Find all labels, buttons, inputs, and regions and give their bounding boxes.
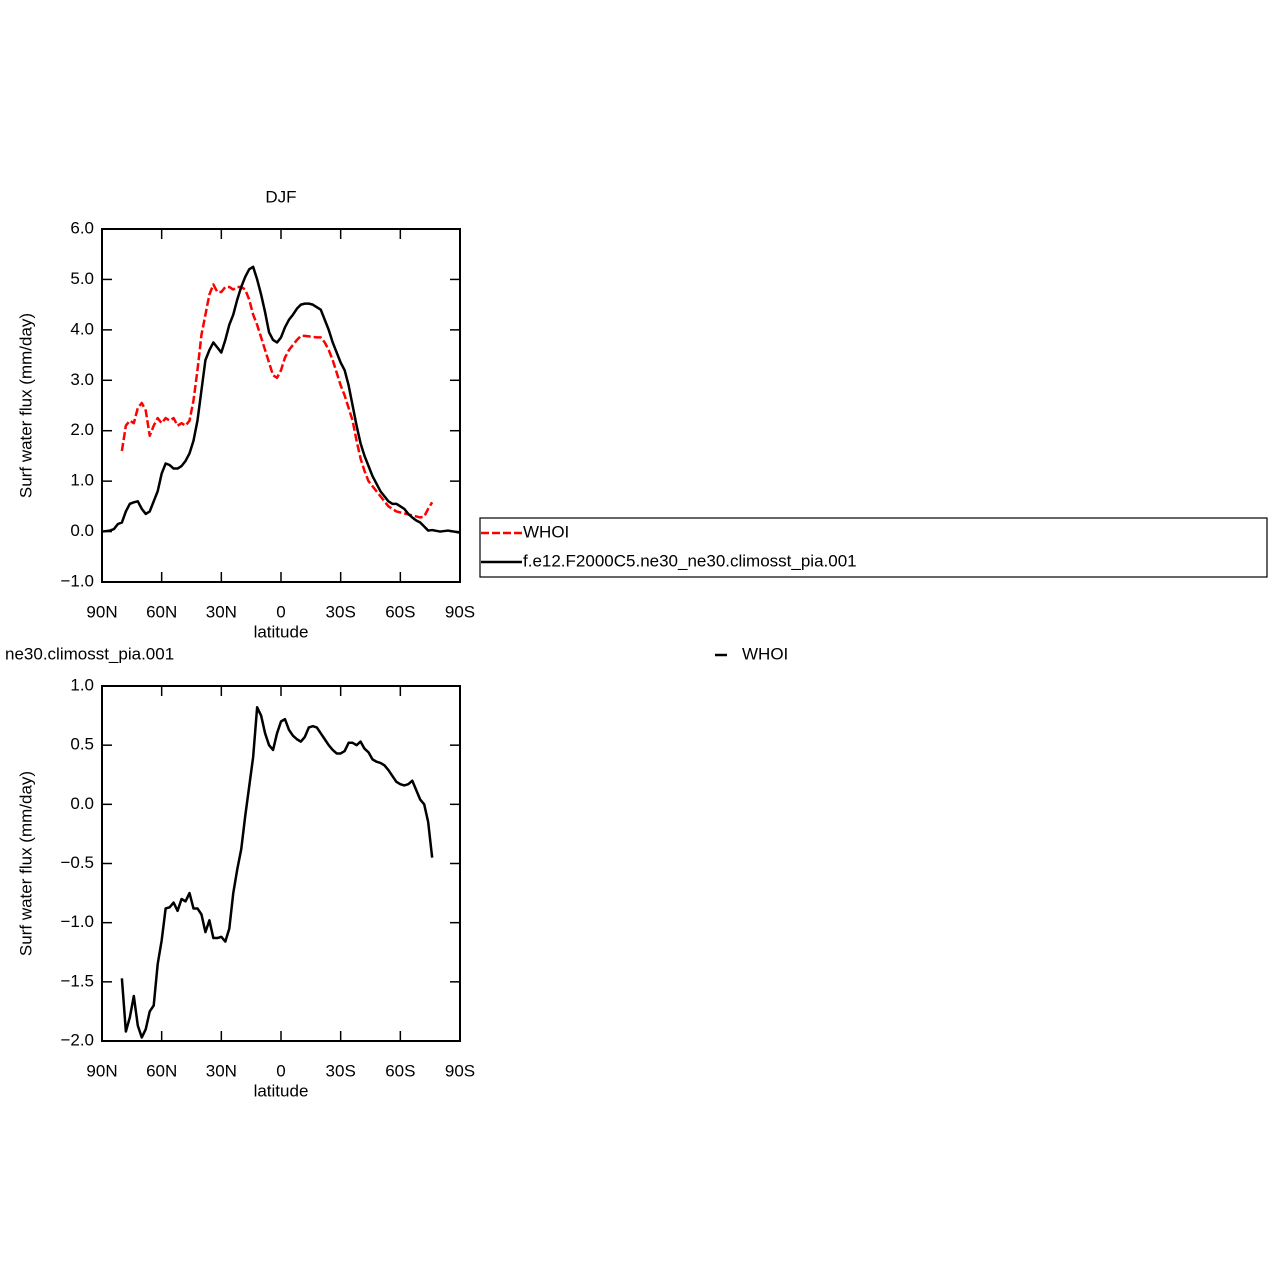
x-tick-label: 60N (146, 1061, 177, 1080)
y-tick-label: 2.0 (70, 420, 94, 439)
x-tick-label: 0 (276, 602, 285, 621)
x-tick-label: 60N (146, 602, 177, 621)
y-tick-label: −1.0 (60, 912, 94, 931)
x-tick-label: 90N (86, 1061, 117, 1080)
legend-label: f.e12.F2000C5.ne30_ne30.climosst_pia.001 (523, 551, 857, 570)
x-tick-label: 90S (445, 602, 475, 621)
y-tick-label: −2.0 (60, 1030, 94, 1049)
data-line (101, 265, 461, 534)
data-line (120, 706, 434, 1039)
y-axis-label: Surf water flux (mm/day) (16, 313, 35, 498)
y-axis-label: Surf water flux (mm/day) (16, 771, 35, 956)
x-tick-label: 90S (445, 1061, 475, 1080)
x-tick-label: 30N (206, 602, 237, 621)
y-tick-label: 5.0 (70, 269, 94, 288)
legend-label: WHOI (742, 644, 788, 663)
chart-title: ne30.climosst_pia.001 (5, 644, 174, 663)
x-tick-label: 30S (326, 602, 356, 621)
y-tick-label: 4.0 (70, 319, 94, 338)
x-tick-label: 0 (276, 1061, 285, 1080)
y-tick-label: 3.0 (70, 370, 94, 389)
x-axis-label: latitude (254, 622, 309, 641)
y-tick-label: −1.0 (60, 571, 94, 590)
y-tick-label: −0.5 (60, 853, 94, 872)
x-tick-label: 90N (86, 602, 117, 621)
plot-frame (101, 685, 461, 1042)
y-tick-label: 1.0 (70, 675, 94, 694)
legend-label: WHOI (523, 522, 569, 541)
x-tick-label: 30S (326, 1061, 356, 1080)
y-tick-label: 1.0 (70, 471, 94, 490)
y-tick-label: 0.0 (70, 794, 94, 813)
y-tick-label: 0.0 (70, 521, 94, 540)
data-line (120, 283, 434, 519)
y-tick-label: −1.5 (60, 971, 94, 990)
y-tick-label: 6.0 (70, 218, 94, 237)
chart-title: DJF (265, 187, 296, 206)
plot-frame (101, 228, 461, 583)
x-tick-label: 60S (385, 602, 415, 621)
x-tick-label: 30N (206, 1061, 237, 1080)
legend-box (479, 517, 1268, 578)
x-axis-label: latitude (254, 1081, 309, 1100)
x-tick-label: 60S (385, 1061, 415, 1080)
y-tick-label: 0.5 (70, 735, 94, 754)
